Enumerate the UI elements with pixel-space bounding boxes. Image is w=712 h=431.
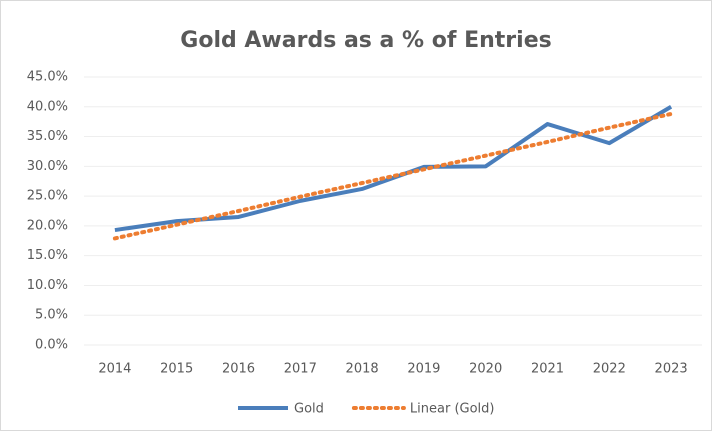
x-tick-label: 2015 xyxy=(160,362,193,377)
y-tick-label: 45.0% xyxy=(27,70,68,85)
x-tick-label: 2019 xyxy=(407,362,440,377)
chart-title: Gold Awards as a % of Entries xyxy=(180,28,551,53)
y-tick-label: 15.0% xyxy=(27,248,68,263)
y-tick-label: 20.0% xyxy=(27,218,68,233)
x-tick-label: 2022 xyxy=(593,362,626,377)
x-tick-label: 2023 xyxy=(655,362,688,377)
legend-label: Linear (Gold) xyxy=(410,402,495,417)
series-line xyxy=(112,111,674,241)
y-tick-label: 30.0% xyxy=(27,159,68,174)
x-tick-label: 2014 xyxy=(98,362,131,377)
y-tick-label: 5.0% xyxy=(35,308,68,323)
x-tick-label: 2018 xyxy=(346,362,379,377)
x-tick-label: 2016 xyxy=(222,362,255,377)
y-tick-label: 0.0% xyxy=(35,338,68,353)
legend-label: Gold xyxy=(294,402,324,417)
x-tick-label: 2017 xyxy=(284,362,317,377)
x-tick-label: 2020 xyxy=(469,362,502,377)
y-tick-label: 25.0% xyxy=(27,189,68,204)
x-tick-label: 2021 xyxy=(531,362,564,377)
y-tick-label: 40.0% xyxy=(27,99,68,114)
y-tick-label: 10.0% xyxy=(27,278,68,293)
y-tick-label: 35.0% xyxy=(27,129,68,144)
